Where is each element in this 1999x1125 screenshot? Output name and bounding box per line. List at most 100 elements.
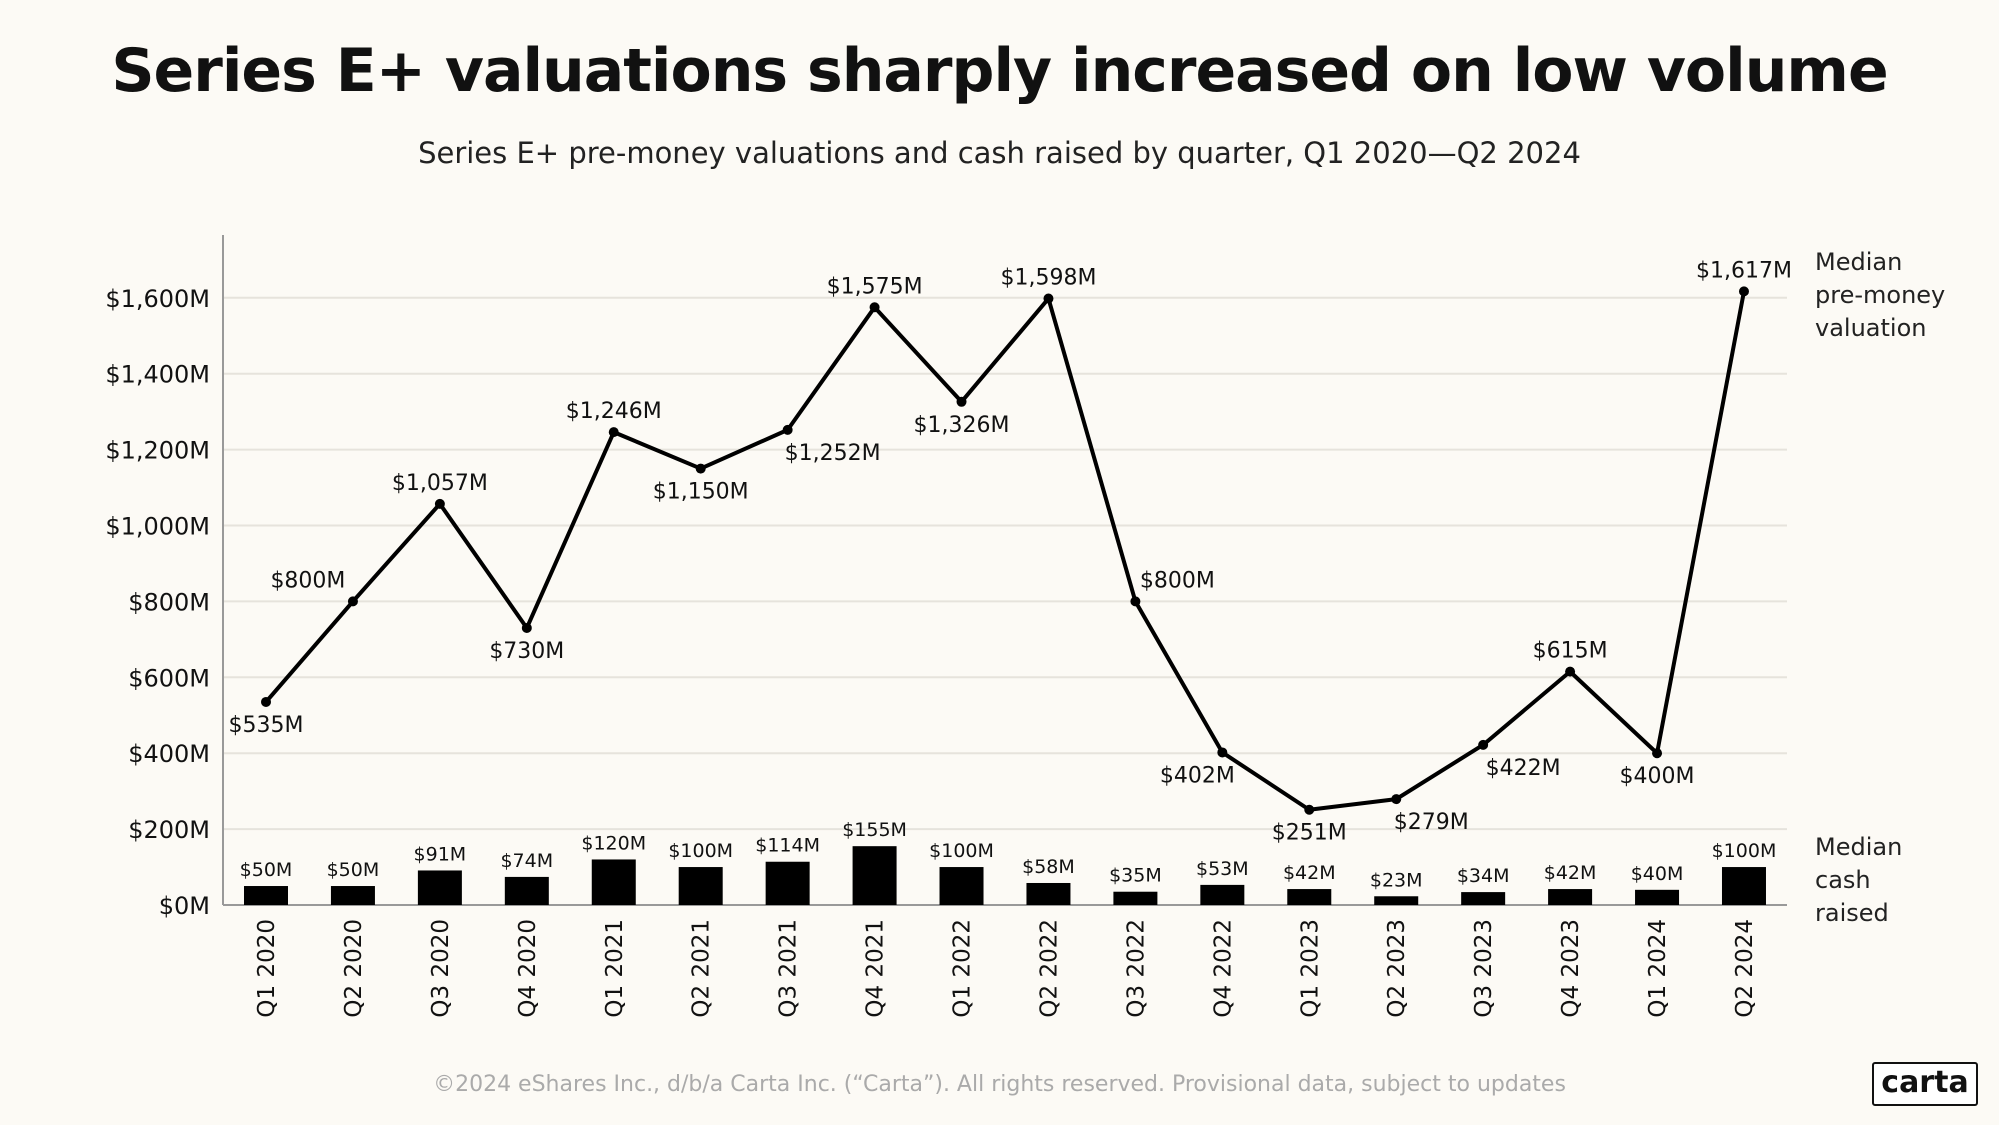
y-tick-label: $400M bbox=[128, 740, 210, 768]
line-data-label: $1,326M bbox=[914, 413, 1010, 438]
line-data-label: $535M bbox=[229, 713, 304, 738]
line-data-label: $1,150M bbox=[653, 480, 749, 505]
bar bbox=[591, 859, 636, 905]
valuation-point bbox=[521, 622, 532, 633]
valuation-point bbox=[608, 427, 619, 438]
valuation-point bbox=[434, 498, 445, 509]
bar-data-label: $40M bbox=[1631, 863, 1684, 885]
chart-subtitle: Series E+ pre-money valuations and cash … bbox=[418, 136, 1581, 170]
x-tick-label: Q2 2020 bbox=[341, 919, 367, 1018]
series-label-valuation: valuation bbox=[1815, 314, 1926, 342]
bar bbox=[504, 876, 549, 905]
y-tick-label: $200M bbox=[128, 816, 210, 844]
line-data-label: $422M bbox=[1486, 756, 1561, 781]
bar bbox=[678, 867, 723, 905]
valuation-point bbox=[261, 696, 271, 707]
bar bbox=[939, 867, 984, 905]
valuation-point bbox=[956, 396, 967, 407]
bar bbox=[244, 886, 288, 905]
valuation-line bbox=[264, 290, 1746, 812]
series-label-cash: raised bbox=[1815, 899, 1889, 927]
valuation-point bbox=[1478, 739, 1489, 750]
valuation-point bbox=[1304, 804, 1315, 815]
x-tick-label: Q4 2020 bbox=[515, 919, 541, 1018]
valuation-point bbox=[1652, 748, 1663, 759]
bar-data-label: $50M bbox=[240, 859, 293, 881]
line-data-label: $800M bbox=[1140, 568, 1215, 593]
x-tick-label: Q4 2023 bbox=[1558, 919, 1584, 1018]
bar-data-label: $100M bbox=[929, 840, 994, 862]
x-tick-label: Q4 2021 bbox=[863, 919, 889, 1018]
bar-data-label: $91M bbox=[414, 843, 467, 865]
y-tick-label: $1,400M bbox=[105, 361, 210, 389]
bar-data-label: $155M bbox=[842, 819, 907, 841]
line-data-label: $1,246M bbox=[566, 399, 662, 424]
valuation-point bbox=[1217, 747, 1228, 758]
x-tick-label: Q3 2023 bbox=[1471, 919, 1497, 1018]
bar bbox=[852, 846, 897, 905]
bar-data-label: $50M bbox=[327, 859, 380, 881]
bar bbox=[1113, 891, 1158, 905]
valuation-point bbox=[869, 302, 880, 313]
bar-data-label: $100M bbox=[668, 840, 733, 862]
series-label-valuation: Median bbox=[1815, 248, 1902, 276]
bar-data-label: $42M bbox=[1283, 862, 1336, 884]
series-label-cash: Median bbox=[1815, 833, 1902, 861]
x-tick-label: Q1 2020 bbox=[254, 919, 280, 1018]
x-tick-label: Q2 2023 bbox=[1384, 919, 1410, 1018]
bar-data-label: $34M bbox=[1457, 865, 1510, 887]
x-tick-label: Q3 2020 bbox=[428, 919, 454, 1018]
bar-data-label: $74M bbox=[500, 850, 553, 872]
line-data-label: $251M bbox=[1272, 821, 1347, 846]
x-tick-label: Q2 2024 bbox=[1732, 919, 1758, 1018]
valuation-point bbox=[1130, 596, 1141, 607]
bar-data-label: $58M bbox=[1022, 856, 1075, 878]
bar bbox=[1026, 882, 1071, 905]
copyright-footer: ©2024 eShares Inc., d/b/a Carta Inc. (“C… bbox=[433, 1072, 1566, 1097]
bar bbox=[330, 886, 375, 905]
line-data-label: $615M bbox=[1533, 639, 1608, 664]
x-tick-label: Q1 2022 bbox=[950, 919, 976, 1018]
bar bbox=[1461, 892, 1506, 905]
x-tick-label: Q2 2021 bbox=[689, 919, 715, 1018]
valuation-point bbox=[1565, 666, 1576, 677]
bar bbox=[1200, 884, 1245, 905]
line-data-label: $402M bbox=[1160, 763, 1235, 788]
line-data-label: $800M bbox=[270, 568, 345, 593]
valuation-point bbox=[695, 463, 706, 474]
bar bbox=[1374, 896, 1419, 905]
valuation-point bbox=[1043, 293, 1054, 304]
bar bbox=[1635, 889, 1680, 905]
y-tick-label: $600M bbox=[128, 664, 210, 692]
valuation-point bbox=[347, 596, 358, 607]
carta-logo: carta bbox=[1872, 1062, 1978, 1106]
bar bbox=[417, 870, 462, 905]
series-label-valuation: pre-money bbox=[1815, 281, 1945, 309]
valuation-point bbox=[782, 424, 793, 435]
x-tick-label: Q2 2022 bbox=[1036, 919, 1062, 1018]
line-data-label: $1,057M bbox=[392, 471, 488, 496]
bar-data-label: $120M bbox=[581, 832, 646, 854]
valuation-point bbox=[1738, 286, 1749, 297]
y-tick-label: $1,200M bbox=[105, 437, 210, 465]
bar-data-label: $53M bbox=[1196, 858, 1249, 880]
bar-data-label: $114M bbox=[755, 835, 820, 857]
x-tick-label: Q4 2022 bbox=[1210, 919, 1236, 1018]
line-data-label: $1,252M bbox=[785, 441, 881, 466]
x-tick-label: Q3 2021 bbox=[776, 919, 802, 1018]
bar bbox=[1721, 867, 1766, 905]
bar-data-label: $35M bbox=[1109, 865, 1162, 887]
bar bbox=[1287, 889, 1332, 905]
x-tick-label: Q3 2022 bbox=[1123, 919, 1149, 1018]
y-tick-label: $1,000M bbox=[105, 513, 210, 541]
chart-title: Series E+ valuations sharply increased o… bbox=[111, 36, 1888, 106]
bar-data-label: $23M bbox=[1370, 869, 1423, 891]
y-tick-label: $0M bbox=[159, 892, 210, 920]
line-data-label: $1,575M bbox=[827, 274, 923, 299]
bar bbox=[765, 861, 810, 905]
x-tick-label: Q1 2021 bbox=[602, 919, 628, 1018]
y-tick-label: $1,600M bbox=[105, 285, 210, 313]
valuation-point bbox=[1391, 794, 1402, 805]
y-tick-label: $800M bbox=[128, 588, 210, 616]
